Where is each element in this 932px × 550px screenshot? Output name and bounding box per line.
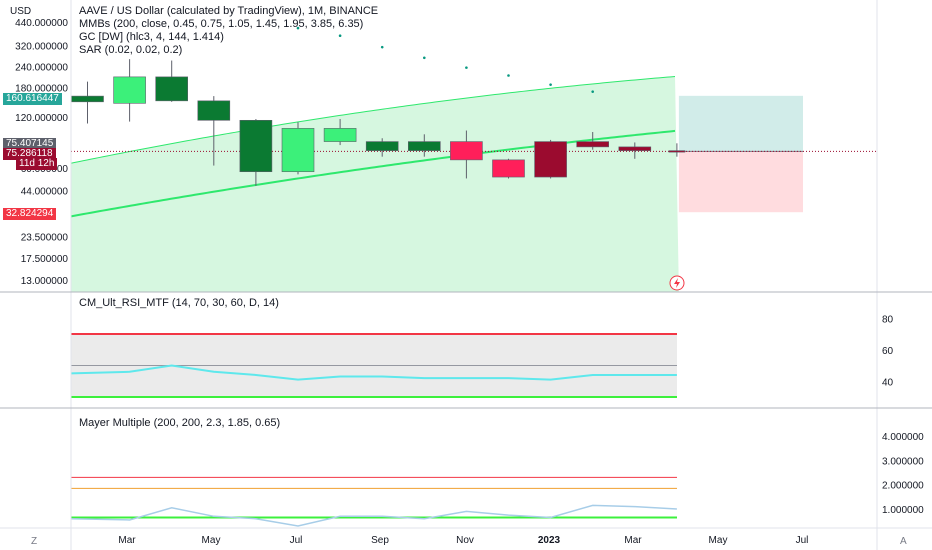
sar-dot [380,45,384,49]
countdown-tag: 11d 12h [16,158,58,170]
mayer-tick-label: 2.000000 [882,481,924,492]
candle-body [534,141,567,178]
band-fill [71,76,679,293]
sar-dot [296,26,300,30]
band-upper-line [70,76,676,164]
target-price-tag: 160.616447 [3,93,62,105]
price-tick-label: 44.000000 [21,187,69,198]
sar-dot [338,34,342,37]
rsi-line [70,364,677,381]
currency-label: USD [10,6,32,17]
candle-body [155,76,188,102]
legend-sar: SAR (0.02, 0.02, 0.2) [79,44,183,56]
candle-body [668,150,686,153]
time-tick-label: Jul [796,535,809,546]
legend-gc: GC [DW] (hlc3, 4, 144, 1.414) [79,31,224,43]
time-tick-label: Sep [371,535,389,546]
mayer-pane[interactable] [70,476,677,527]
band-middle-line [70,129,676,218]
time-tick-label: May [202,535,221,546]
candle-body [407,141,441,151]
close-price-tag: 75.407145 [3,138,57,150]
sar-dot [507,74,510,77]
mayer-tick-label: 3.000000 [882,456,924,467]
time-tick-label: May [709,535,728,546]
price-tick-label: 240.000000 [15,62,68,73]
alert-bolt-icon [674,278,680,288]
candle-body [113,76,146,104]
price-tick-label: 120.000000 [15,113,68,124]
sar-dot [423,56,426,60]
price-tick-label: 13.000000 [21,276,69,287]
candle-body [323,128,357,142]
rsi-tick-label: 60 [882,346,894,357]
time-tick-label: Mar [624,535,642,546]
time-tick-label: Jul [290,535,303,546]
candle-body [71,95,104,103]
corner-left[interactable]: Z [31,536,38,547]
stop-price-tag: 32.824294 [3,208,57,220]
mayer-legend: Mayer Multiple (200, 200, 2.3, 1.85, 0.6… [79,417,281,429]
rsi-legend: CM_Ult_RSI_MTF (14, 70, 30, 60, D, 14) [79,297,279,309]
candle-body [365,141,399,151]
candle-body [492,159,525,178]
price-pane[interactable] [70,26,877,293]
legend-title: AAVE / US Dollar (calculated by TradingV… [79,5,379,17]
main-legend: AAVE / US Dollar (calculated by TradingV… [79,5,378,57]
mayer-line [70,504,677,527]
rsi-tick-label: 40 [882,377,894,388]
sar-dot [549,83,552,86]
candle-body [450,141,483,161]
price-tick-label: 440.000000 [15,18,68,29]
sar-dot [465,66,468,69]
candle-body [197,100,231,121]
price-tick-label: 17.500000 [21,254,69,265]
price-tick-label: 23.500000 [21,233,69,244]
corner-right[interactable]: A [900,536,907,547]
rsi-pane[interactable] [70,333,677,398]
mayer-tick-label: 4.000000 [882,432,924,443]
price-tick-label: 180.000000 [15,83,68,94]
last-price-tag: 75.286118 [3,148,56,160]
sar-dot [591,90,594,93]
rsi-tick-label: 80 [882,314,894,325]
time-tick-label: Mar [118,535,136,546]
mayer-tick-label: 1.000000 [882,505,924,516]
price-tick-label: 320.000000 [15,41,68,52]
position-stop-zone [678,151,803,213]
time-tick-label: 2023 [538,535,561,546]
time-tick-label: Nov [456,535,474,546]
candle-body [618,146,652,151]
candle-body [576,141,610,148]
position-target-zone [678,95,803,152]
candle-body [239,119,273,173]
candle-body [281,128,315,173]
legend-mmbs: MMBs (200, close, 0.45, 0.75, 1.05, 1.45… [79,18,364,30]
